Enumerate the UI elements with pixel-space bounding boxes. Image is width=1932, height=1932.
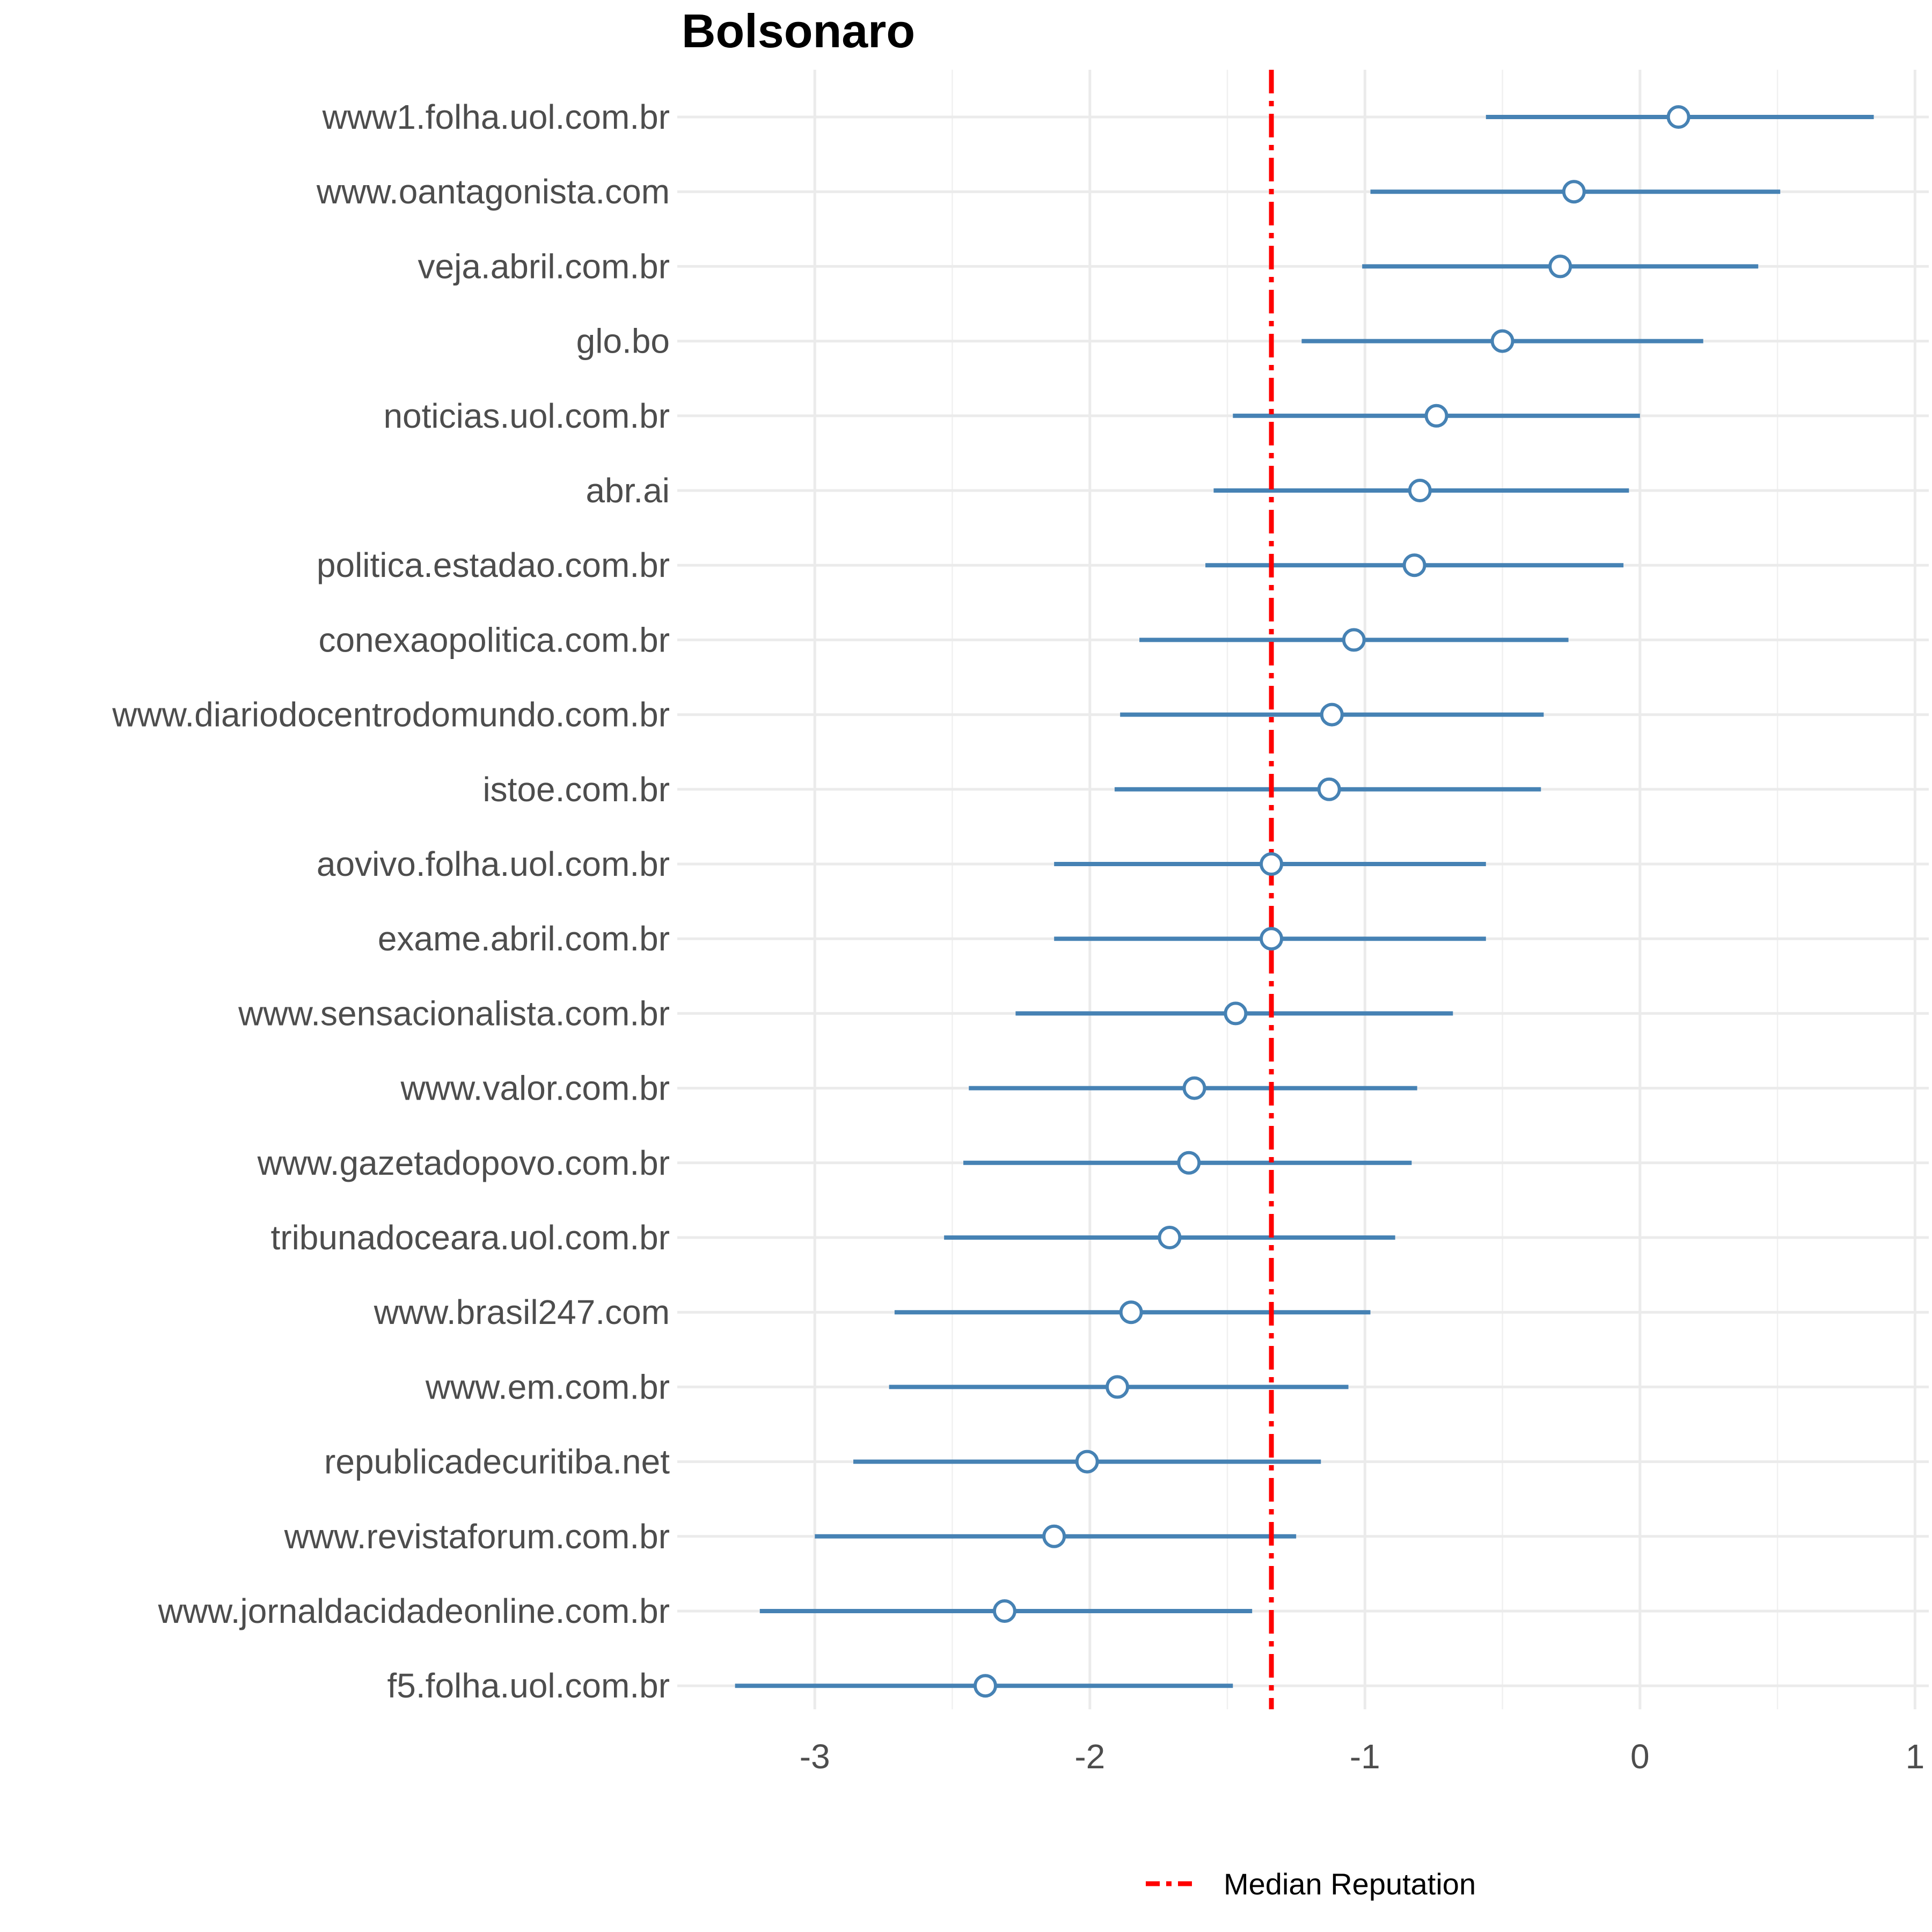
point-estimate xyxy=(1424,404,1448,428)
x-tick-label: -1 xyxy=(1350,1737,1380,1776)
legend: Median Reputation xyxy=(1146,1867,1476,1901)
y-tick-label: exame.abril.com.br xyxy=(378,919,670,958)
point-estimate xyxy=(1224,1001,1248,1026)
y-axis-tick-labels: www1.folha.uol.com.br www.oantagonista.co… xyxy=(112,98,670,1705)
y-tick-label: tribunadoceara.uol.com.br xyxy=(270,1218,670,1257)
point-estimate xyxy=(992,1599,1016,1623)
y-tick-label: glo.bo xyxy=(576,322,670,361)
point-estimate xyxy=(1260,927,1284,951)
y-tick-label: politica.estadao.com.br xyxy=(317,546,670,584)
point-estimate xyxy=(1158,1226,1182,1249)
y-tick-label: www.sensacionalista.com.br xyxy=(238,994,670,1033)
y-tick-label: www.valor.com.br xyxy=(400,1069,670,1108)
y-tick-label: noticias.uol.com.br xyxy=(383,397,670,435)
point-estimate xyxy=(974,1674,998,1698)
y-tick-label: www.brasil247.com xyxy=(374,1293,670,1331)
point-estimate xyxy=(1490,329,1514,353)
point-estimate xyxy=(1260,852,1284,876)
y-tick-label: republicadecuritiba.net xyxy=(324,1443,670,1481)
x-tick-label: 0 xyxy=(1630,1737,1650,1776)
x-tick-label: -2 xyxy=(1074,1737,1105,1776)
y-tick-label: istoe.com.br xyxy=(482,770,670,809)
x-tick-label: -3 xyxy=(800,1737,830,1776)
y-tick-label: www.diariodocentrodomundo.com.br xyxy=(112,696,670,734)
point-estimate xyxy=(1562,180,1586,204)
y-tick-label: www.oantagonista.com xyxy=(316,172,670,211)
legend-median-label: Median Reputation xyxy=(1224,1867,1476,1901)
point-estimate xyxy=(1119,1300,1143,1324)
y-tick-label: www.revistaforum.com.br xyxy=(284,1517,670,1556)
chart-title: Bolsonaro xyxy=(682,4,915,57)
x-tick-label: 1 xyxy=(1906,1737,1925,1776)
y-tick-label: www1.folha.uol.com.br xyxy=(322,98,670,136)
point-estimate xyxy=(1548,254,1572,279)
point-estimate xyxy=(1402,553,1426,577)
y-tick-label: f5.folha.uol.com.br xyxy=(387,1666,670,1705)
point-estimate xyxy=(1075,1450,1099,1474)
x-axis-tick-labels: -3 -2 -1 0 1 xyxy=(800,1737,1924,1776)
point-estimate xyxy=(1317,777,1341,801)
y-tick-label: aovivo.folha.uol.com.br xyxy=(317,845,670,883)
point-estimates xyxy=(974,105,1690,1698)
point-estimate xyxy=(1342,628,1366,652)
point-estimate xyxy=(1106,1375,1130,1399)
point-estimate xyxy=(1666,105,1690,129)
y-tick-label: abr.ai xyxy=(586,471,670,510)
y-tick-label: www.gazetadopovo.com.br xyxy=(257,1144,670,1182)
y-tick-label: www.jornaldacidadeonline.com.br xyxy=(158,1592,670,1630)
y-tick-label: conexaopolitica.com.br xyxy=(318,620,670,659)
y-tick-label: www.em.com.br xyxy=(425,1367,670,1406)
y-tick-label: veja.abril.com.br xyxy=(418,247,670,286)
point-estimate xyxy=(1177,1151,1201,1175)
point-estimate xyxy=(1182,1076,1206,1100)
error-bars xyxy=(735,115,1874,1688)
point-estimate xyxy=(1320,702,1344,727)
point-estimate xyxy=(1042,1524,1066,1548)
point-estimate xyxy=(1408,479,1432,502)
